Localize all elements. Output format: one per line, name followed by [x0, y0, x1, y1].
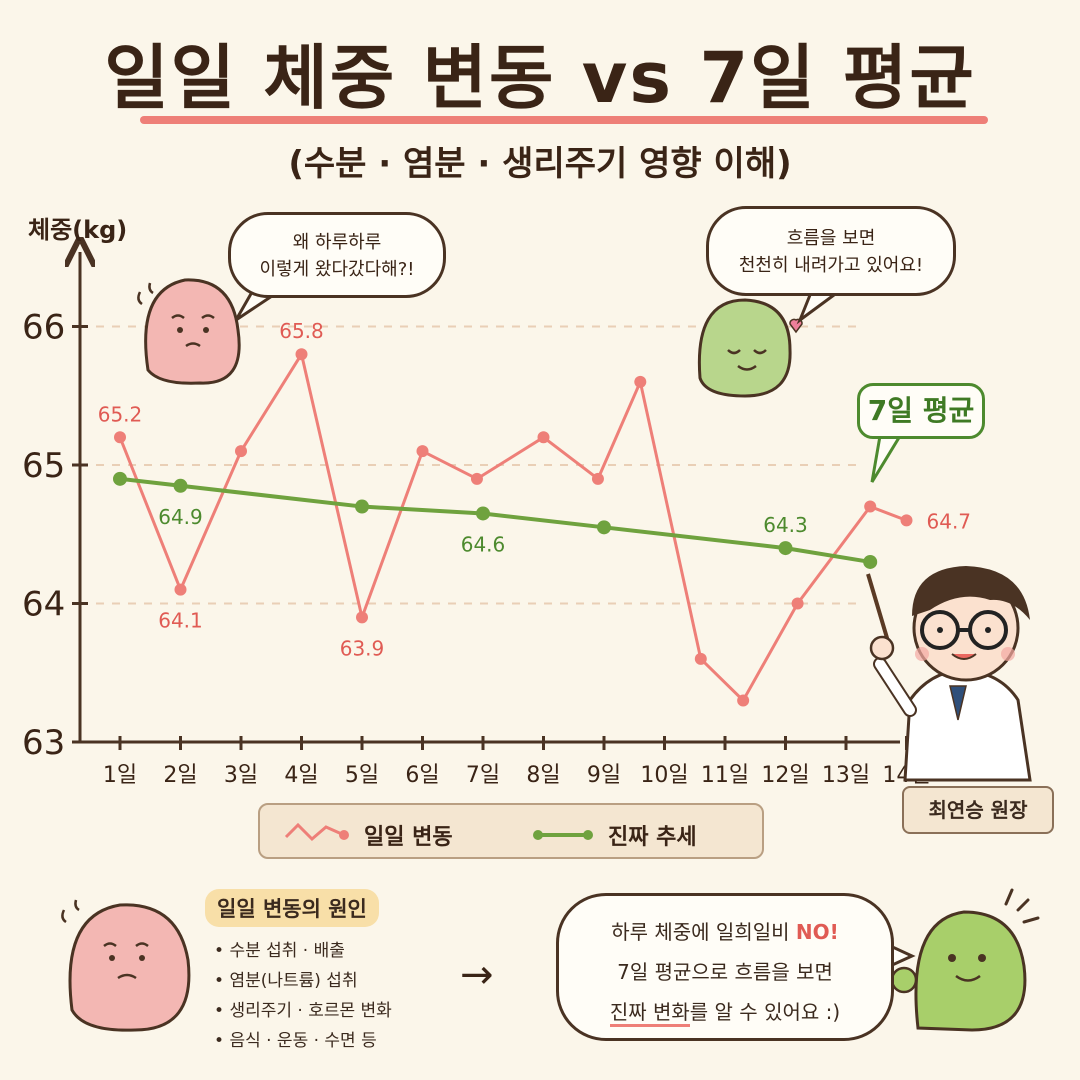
advice-line-3-text: 를 알 수 있어요 :): [689, 1000, 841, 1024]
series-lines: [113, 348, 913, 707]
x-tick-label: 12일: [761, 763, 809, 788]
worried-character-bottom-icon: [61, 899, 191, 1032]
data-point: [476, 506, 490, 521]
legend-trend-label: 진짜 추세: [608, 825, 697, 850]
data-label: 64.3: [763, 513, 808, 537]
x-tick-label: 3일: [224, 763, 258, 788]
x-tick-labels: 1일2일3일4일5일6일7일8일9일10일11일12일13일14일: [103, 763, 931, 788]
x-tick-label: 4일: [284, 763, 318, 788]
worried-speech-bubble: 왜 하루하루 이렇게 왔다갔다해?!: [228, 212, 446, 298]
chart-legend: 일일 변동 진짜 추세: [258, 803, 764, 859]
x-tick-label: 7일: [466, 763, 500, 788]
happy-character-icon: [697, 298, 803, 398]
advice-line-3: 진짜 변화를 알 수 있어요 :): [559, 992, 891, 1032]
doctor-character-icon: [866, 566, 1032, 782]
data-label: 64.9: [158, 505, 203, 529]
advice-speech-bubble: 하루 체중에 일희일비 NO! 7일 평균으로 흐름을 보면 진짜 변화를 알 …: [556, 893, 894, 1041]
y-tick-label: 66: [22, 308, 65, 348]
data-labels: 65.2 64.1 65.8 63.9 64.7 64.9 64.6 64.3: [98, 319, 971, 660]
data-label: 65.2: [98, 402, 143, 426]
bubble-tail: [870, 435, 902, 483]
causes-list: 수분 섭취 · 배출 염분(나트륨) 섭취 생리주기 · 호르몬 변화 음식 ·…: [214, 936, 392, 1056]
list-item: 수분 섭취 · 배출: [214, 936, 392, 966]
data-point: [778, 541, 793, 556]
x-tick-label: 13일: [822, 763, 870, 788]
data-point: [591, 472, 604, 485]
data-point: [537, 431, 550, 444]
data-label: 63.9: [340, 636, 385, 660]
y-tick-label: 65: [22, 446, 65, 486]
list-item: 음식 · 운동 · 수면 등: [214, 1026, 392, 1056]
advice-line-1: 하루 체중에 일희일비 NO!: [559, 912, 891, 952]
thumbs-up-character-icon: [890, 888, 1040, 1032]
data-point: [173, 478, 188, 493]
y-axis-label: 체중(kg): [28, 216, 127, 244]
x-tick-label: 1일: [103, 763, 137, 788]
x-tick-label: 6일: [405, 763, 439, 788]
data-point: [356, 611, 368, 624]
data-point: [694, 652, 707, 665]
right-arrow-icon: →: [460, 952, 494, 998]
chart-axes: [80, 252, 900, 744]
x-tick-label: 2일: [163, 763, 197, 788]
page-title: 일일 체중 변동 vs 7일 평균: [104, 37, 976, 119]
page-subtitle: (수분 · 염분 · 생리주기 영향 이해): [288, 144, 792, 184]
legend-daily-label: 일일 변동: [364, 825, 453, 850]
x-tick-label: 9일: [587, 763, 621, 788]
data-point: [900, 514, 913, 527]
x-tick-label: 10일: [640, 763, 688, 788]
legend-daily-swatch: [284, 822, 345, 842]
advice-highlight: 진짜 변화: [609, 1000, 690, 1027]
data-point: [864, 500, 877, 513]
data-point: [355, 499, 369, 514]
doctor-name-tag: 최연승 원장: [902, 786, 1054, 834]
x-tick-label: 5일: [345, 763, 379, 788]
bubble-tail: [234, 291, 273, 322]
data-point: [634, 375, 647, 388]
data-point: [737, 694, 750, 707]
data-point: [470, 472, 483, 485]
data-label: 64.6: [461, 532, 506, 556]
data-label: 64.7: [927, 509, 972, 533]
x-tick-label: 11일: [701, 763, 749, 788]
data-point: [863, 554, 878, 569]
causes-title: 일일 변동의 원인: [205, 889, 379, 927]
y-tick-label: 63: [22, 723, 65, 763]
data-point: [791, 597, 804, 610]
list-item: 생리주기 · 호르몬 변화: [214, 996, 391, 1026]
data-point: [114, 431, 126, 444]
happy-bubble-line-2: 천천히 내려가고 있어요!: [738, 255, 924, 276]
y-tick-labels: 63 64 65 66: [22, 308, 65, 764]
worried-bubble-line-2: 이렇게 왔다갔다해?!: [259, 259, 415, 280]
worried-character-icon: [137, 278, 241, 385]
seven-day-average-bubble: 7일 평균: [857, 383, 985, 439]
data-label: 64.1: [158, 609, 203, 633]
bubble-tail: [796, 289, 839, 325]
data-point: [597, 520, 611, 535]
advice-line-2: 7일 평균으로 흐름을 보면: [617, 960, 833, 984]
list-item: 염분(나트륨) 섭취: [214, 966, 392, 996]
happy-speech-bubble: 흐름을 보면 천천히 내려가고 있어요!: [706, 206, 956, 296]
data-point: [416, 445, 429, 458]
data-point: [113, 471, 127, 486]
data-point: [295, 348, 308, 361]
data-point: [174, 583, 187, 596]
happy-bubble-line-1: 흐름을 보면: [786, 228, 876, 249]
y-tick-label: 64: [22, 585, 65, 625]
worried-bubble-line-1: 왜 하루하루: [292, 232, 382, 253]
data-point: [235, 445, 247, 458]
advice-no-text: NO!: [795, 920, 839, 944]
data-label: 65.8: [279, 319, 324, 343]
x-tick-label: 8일: [526, 763, 560, 788]
title-underline: [140, 116, 988, 124]
advice-line-1-text: 하루 체중에 일희일비: [611, 920, 796, 944]
